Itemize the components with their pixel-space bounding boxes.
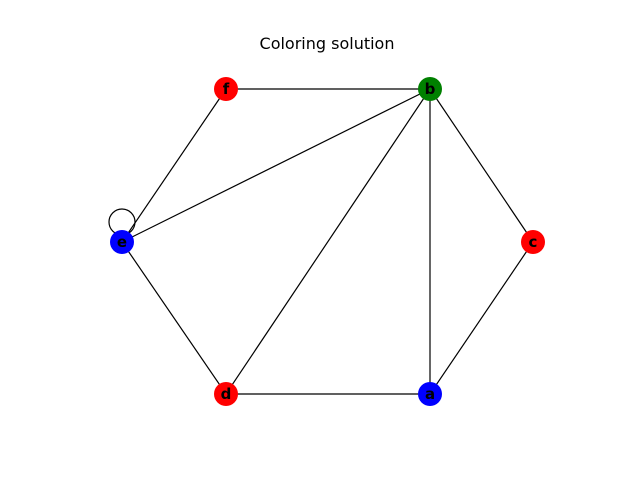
node-c: c (521, 230, 545, 254)
node-e: e (110, 230, 134, 254)
edge-f-e (121, 88, 227, 243)
node-d: d (214, 382, 238, 406)
figure-title: Coloring solution (260, 34, 395, 53)
node-circle-e (110, 230, 134, 254)
node-circle-a (418, 382, 442, 406)
node-circle-c (521, 230, 545, 254)
node-label-a: a (425, 385, 435, 403)
node-label-c: c (529, 233, 538, 251)
node-b: b (418, 77, 442, 101)
node-label-e: e (117, 233, 127, 251)
edge-b-d (225, 88, 431, 395)
node-label-d: d (221, 385, 232, 403)
edge-b-e (121, 88, 431, 243)
edges-layer (108, 88, 534, 395)
node-circle-f (214, 77, 238, 101)
node-a: a (418, 382, 442, 406)
edge-e-d (121, 241, 227, 395)
node-label-b: b (425, 80, 436, 98)
node-label-f: f (223, 80, 230, 98)
edge-c-a (429, 241, 534, 395)
node-circle-b (418, 77, 442, 101)
node-circle-d (214, 382, 238, 406)
edge-b-c (429, 88, 534, 243)
nodes-layer: a b c d e f (110, 77, 545, 406)
node-f: f (214, 77, 238, 101)
